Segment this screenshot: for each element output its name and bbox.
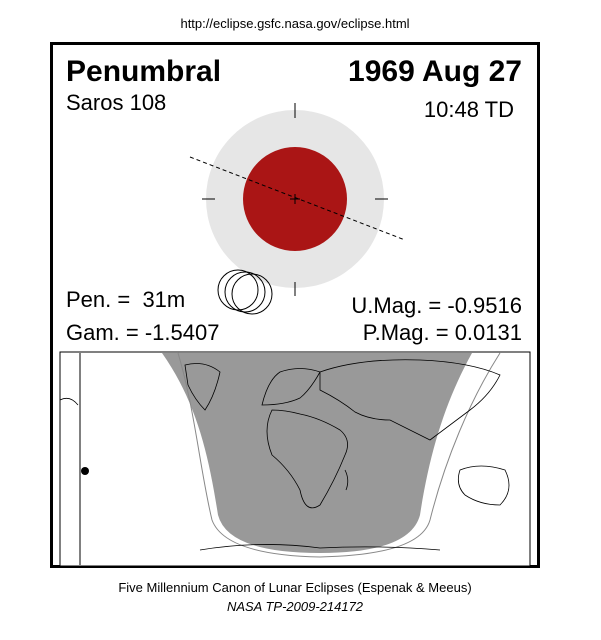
url: http://eclipse.gsfc.nasa.gov/eclipse.htm…	[180, 16, 409, 31]
canon-credit: Five Millennium Canon of Lunar Eclipses …	[118, 580, 471, 595]
coastlines	[59, 359, 510, 551]
time: 10:48 TD	[424, 97, 514, 122]
penumbral-limit	[177, 352, 501, 558]
eclipse-type: Penumbral	[66, 55, 221, 88]
crosshair	[202, 103, 388, 296]
saros: Saros 108	[66, 90, 166, 115]
reference: NASA TP-2009-214172	[227, 599, 364, 614]
penumbral-mag: P.Mag. = 0.0131	[363, 320, 522, 345]
moon-positions	[217, 269, 273, 315]
moon-path	[189, 156, 406, 241]
eclipse-date: 1969 Aug 27	[348, 55, 522, 88]
gamma: Gam. = -1.5407	[66, 320, 219, 345]
world-map	[59, 351, 531, 567]
umbral-mag: U.Mag. = -0.9516	[351, 293, 522, 318]
subsolar-point	[81, 467, 89, 475]
pen-duration: Pen. = 31m	[66, 287, 185, 312]
visibility-region	[162, 353, 472, 553]
